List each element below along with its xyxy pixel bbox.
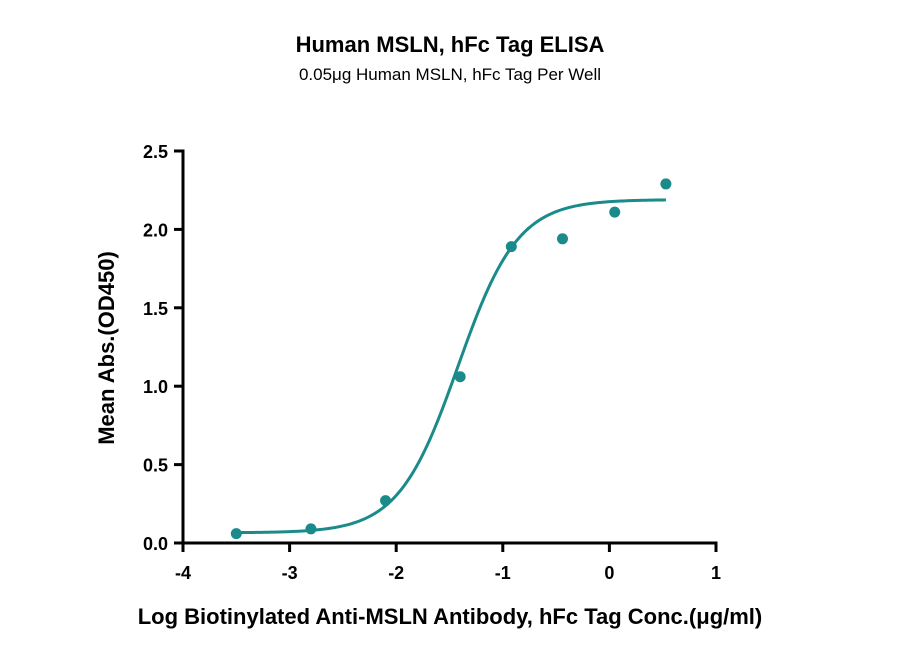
data-point	[230, 528, 242, 540]
data-point	[556, 233, 568, 245]
x-axis: -4 -3 -2 -1 0 1	[175, 541, 721, 583]
data-points	[230, 178, 672, 540]
y-tick-label: 1.5	[143, 299, 168, 319]
x-tick-label: -2	[388, 563, 404, 583]
x-axis-label: Log Biotinylated Anti-MSLN Antibody, hFc…	[138, 604, 763, 629]
x-tick-label: -4	[175, 563, 191, 583]
x-tick-label: -3	[282, 563, 298, 583]
y-axis-label: Mean Abs.(OD450)	[94, 251, 119, 445]
chart-subtitle: 0.05μg Human MSLN, hFc Tag Per Well	[299, 65, 601, 84]
x-tick-label: -1	[495, 563, 511, 583]
data-point	[505, 241, 517, 253]
fit-curve	[236, 198, 666, 535]
y-tick-label: 1.0	[143, 377, 168, 397]
x-tick-label: 0	[604, 563, 614, 583]
data-point	[305, 523, 317, 535]
y-tick-label: 2.5	[143, 142, 168, 162]
y-tick-label: 0.0	[143, 534, 168, 554]
data-point	[454, 371, 466, 383]
data-point	[660, 178, 672, 190]
y-tick-label: 0.5	[143, 456, 168, 476]
data-point	[380, 495, 392, 507]
data-point	[609, 206, 621, 218]
y-tick-label: 2.0	[143, 220, 168, 240]
y-axis: 0.0 0.5 1.0 1.5 2.0 2.5	[143, 142, 185, 554]
x-tick-label: 1	[711, 563, 721, 583]
chart-title: Human MSLN, hFc Tag ELISA	[296, 32, 605, 57]
